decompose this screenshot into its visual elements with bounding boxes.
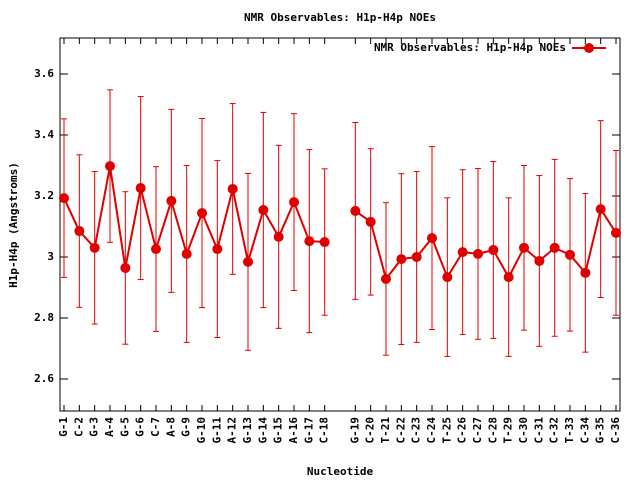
x-tick-label: C-23 bbox=[410, 417, 423, 444]
x-tick-label: C-31 bbox=[532, 417, 545, 444]
x-tick-label: C-36 bbox=[609, 417, 622, 444]
x-tick-label: A-4 bbox=[103, 417, 116, 437]
x-tick-label: G-14 bbox=[256, 417, 269, 444]
data-point bbox=[427, 233, 437, 244]
data-point bbox=[120, 262, 131, 273]
x-tick-label: G-35 bbox=[594, 417, 607, 444]
data-point bbox=[166, 195, 177, 206]
x-tick-label: G-15 bbox=[272, 417, 285, 444]
data-point bbox=[457, 247, 468, 258]
data-point bbox=[105, 161, 115, 172]
x-axis-label: Nucleotide bbox=[307, 465, 374, 478]
x-tick-label: C-26 bbox=[456, 417, 469, 444]
x-tick-label: G-1 bbox=[57, 417, 70, 437]
data-point bbox=[519, 242, 529, 253]
data-point bbox=[289, 197, 299, 208]
x-tick-label: C-7 bbox=[149, 417, 162, 437]
data-point bbox=[549, 242, 560, 253]
y-tick-label: 2.8 bbox=[34, 311, 54, 324]
data-line bbox=[63, 165, 617, 282]
y-tick-label: 3.4 bbox=[34, 128, 54, 141]
data-point bbox=[503, 272, 514, 283]
data-point bbox=[396, 254, 407, 265]
data-point bbox=[381, 273, 391, 284]
data-point bbox=[135, 183, 146, 194]
x-tick-label: G-5 bbox=[118, 417, 131, 437]
data-point bbox=[197, 208, 207, 219]
data-point bbox=[534, 255, 545, 266]
x-tick-label: C-20 bbox=[364, 417, 377, 444]
x-tick-label: G-19 bbox=[348, 417, 361, 444]
data-point bbox=[365, 216, 376, 227]
y-tick-label: 3.6 bbox=[34, 67, 54, 80]
data-point bbox=[151, 244, 161, 255]
data-point bbox=[350, 205, 361, 216]
x-tick-label: G-6 bbox=[134, 417, 147, 437]
x-tick-label: T-29 bbox=[502, 417, 515, 444]
data-point bbox=[258, 205, 269, 216]
x-tick-label: A-8 bbox=[164, 417, 177, 437]
x-tick-label: C-32 bbox=[548, 417, 561, 444]
data-point bbox=[595, 204, 606, 215]
y-tick-label: 2.6 bbox=[34, 372, 54, 385]
data-point bbox=[59, 193, 69, 204]
plot-frame bbox=[59, 37, 621, 412]
data-point bbox=[442, 272, 453, 283]
data-point bbox=[227, 183, 238, 194]
x-tick-label: G-10 bbox=[195, 417, 208, 444]
x-tick-label: G-3 bbox=[88, 417, 101, 437]
x-tick-label: T-33 bbox=[563, 417, 576, 444]
data-point bbox=[304, 236, 315, 247]
data-point bbox=[89, 242, 100, 253]
x-tick-label: C-2 bbox=[72, 417, 85, 437]
data-point bbox=[243, 256, 253, 267]
x-tick-label: T-21 bbox=[379, 417, 392, 444]
x-tick-label: G-9 bbox=[180, 417, 193, 437]
x-tick-label: C-28 bbox=[486, 417, 499, 444]
y-axis-label: H1p-H4p (Angstroms) bbox=[7, 162, 20, 288]
chart-title: NMR Observables: H1p-H4p NOEs bbox=[244, 11, 436, 24]
x-tick-label: C-27 bbox=[471, 417, 484, 444]
x-tick-label: G-11 bbox=[210, 417, 223, 444]
data-point bbox=[565, 249, 575, 260]
y-tick-label: 3 bbox=[47, 250, 54, 263]
x-tick-label: G-17 bbox=[302, 417, 315, 444]
data-point bbox=[74, 226, 85, 237]
data-point bbox=[488, 244, 499, 255]
data-point bbox=[319, 237, 330, 248]
data-point bbox=[411, 251, 422, 262]
x-tick-label: C-22 bbox=[394, 417, 407, 444]
x-tick-label: C-24 bbox=[425, 417, 438, 444]
x-tick-label: C-30 bbox=[517, 417, 530, 444]
y-tick-label: 3.2 bbox=[34, 189, 54, 202]
x-tick-label: T-25 bbox=[440, 417, 453, 444]
x-tick-label: G-13 bbox=[241, 417, 254, 444]
legend-marker bbox=[584, 43, 594, 53]
data-point bbox=[212, 244, 223, 255]
data-point bbox=[273, 231, 284, 242]
x-tick-label: C-34 bbox=[578, 417, 591, 444]
data-point bbox=[181, 248, 192, 259]
data-point bbox=[611, 227, 621, 238]
x-tick-label: C-18 bbox=[318, 417, 331, 444]
data-point bbox=[473, 248, 483, 259]
x-tick-label: A-12 bbox=[226, 417, 239, 444]
data-point bbox=[580, 267, 591, 278]
x-tick-label: A-16 bbox=[287, 417, 300, 444]
legend-label: NMR Observables: H1p-H4p NOEs bbox=[374, 41, 566, 54]
